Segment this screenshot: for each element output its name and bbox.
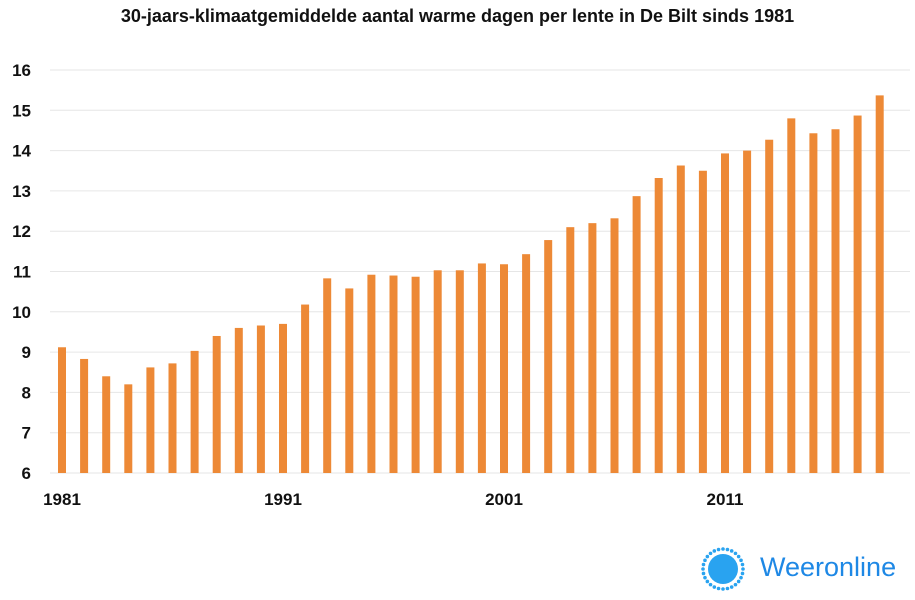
y-tick-label: 14 <box>12 142 31 161</box>
x-tick-label: 1981 <box>43 490 81 509</box>
y-tick-label: 7 <box>22 424 31 443</box>
bar-1998 <box>433 270 442 473</box>
bar-1986 <box>168 363 177 473</box>
bar-1992 <box>301 304 310 473</box>
y-tick-label: 8 <box>22 383 31 402</box>
bar-1984 <box>124 384 133 473</box>
bar-1999 <box>455 270 464 473</box>
bar-1983 <box>102 376 111 473</box>
y-tick-label: 9 <box>22 343 31 362</box>
bar-1991 <box>279 323 287 473</box>
bar-2000 <box>477 263 486 473</box>
y-axis-ticks: 6 7 8 9 10 11 12 13 14 15 16 <box>12 61 31 483</box>
bar-2005 <box>588 223 597 473</box>
y-tick-label: 16 <box>12 61 31 80</box>
bar-1993 <box>323 278 332 473</box>
bar-1988 <box>212 335 221 473</box>
bar-2001 <box>500 264 508 473</box>
bar-2014 <box>787 118 796 474</box>
y-tick-label: 12 <box>12 222 31 241</box>
sun-icon <box>701 547 745 591</box>
bar-2013 <box>765 139 774 473</box>
bar-2016 <box>831 129 840 473</box>
bars <box>58 95 884 474</box>
x-tick-label: 2001 <box>485 490 523 509</box>
y-tick-label: 6 <box>22 464 31 483</box>
bar-2008 <box>654 178 663 473</box>
bar-2010 <box>698 170 707 473</box>
bar-1996 <box>389 275 398 473</box>
bar-1995 <box>367 274 376 473</box>
y-tick-label: 10 <box>12 303 31 322</box>
bar-2011 <box>721 153 729 473</box>
y-tick-label: 15 <box>12 101 31 120</box>
x-tick-label: 1991 <box>264 490 302 509</box>
bar-2004 <box>566 227 575 473</box>
weeronline-logo: Weeronline <box>698 544 908 594</box>
y-tick-label: 11 <box>13 263 31 282</box>
bar-chart: 6 7 8 9 10 11 12 13 14 15 16 1981 1991 2001 2011 <box>12 61 910 509</box>
bar-1997 <box>411 276 420 473</box>
bar-2017 <box>853 115 862 473</box>
bar-2009 <box>676 165 685 474</box>
logo-text: Weeronline <box>760 552 897 582</box>
bar-1994 <box>345 288 354 473</box>
x-tick-label: 2011 <box>707 490 744 509</box>
bar-1989 <box>234 327 243 473</box>
bar-2012 <box>743 150 752 473</box>
x-axis-ticks: 1981 1991 2001 2011 <box>43 490 743 509</box>
bar-2018 <box>875 95 884 473</box>
bar-2002 <box>522 254 531 473</box>
bar-2003 <box>544 240 553 473</box>
bar-2006 <box>610 218 619 473</box>
bar-1985 <box>146 367 155 473</box>
chart-title: 30-jaars-klimaatgemiddelde aantal warme … <box>120 6 795 26</box>
bar-1982 <box>80 358 89 473</box>
bar-1987 <box>190 350 199 473</box>
bar-1981 <box>58 347 66 473</box>
bar-1990 <box>256 325 265 473</box>
y-tick-label: 13 <box>12 182 31 201</box>
bar-2015 <box>809 133 818 473</box>
bar-2007 <box>632 196 641 473</box>
